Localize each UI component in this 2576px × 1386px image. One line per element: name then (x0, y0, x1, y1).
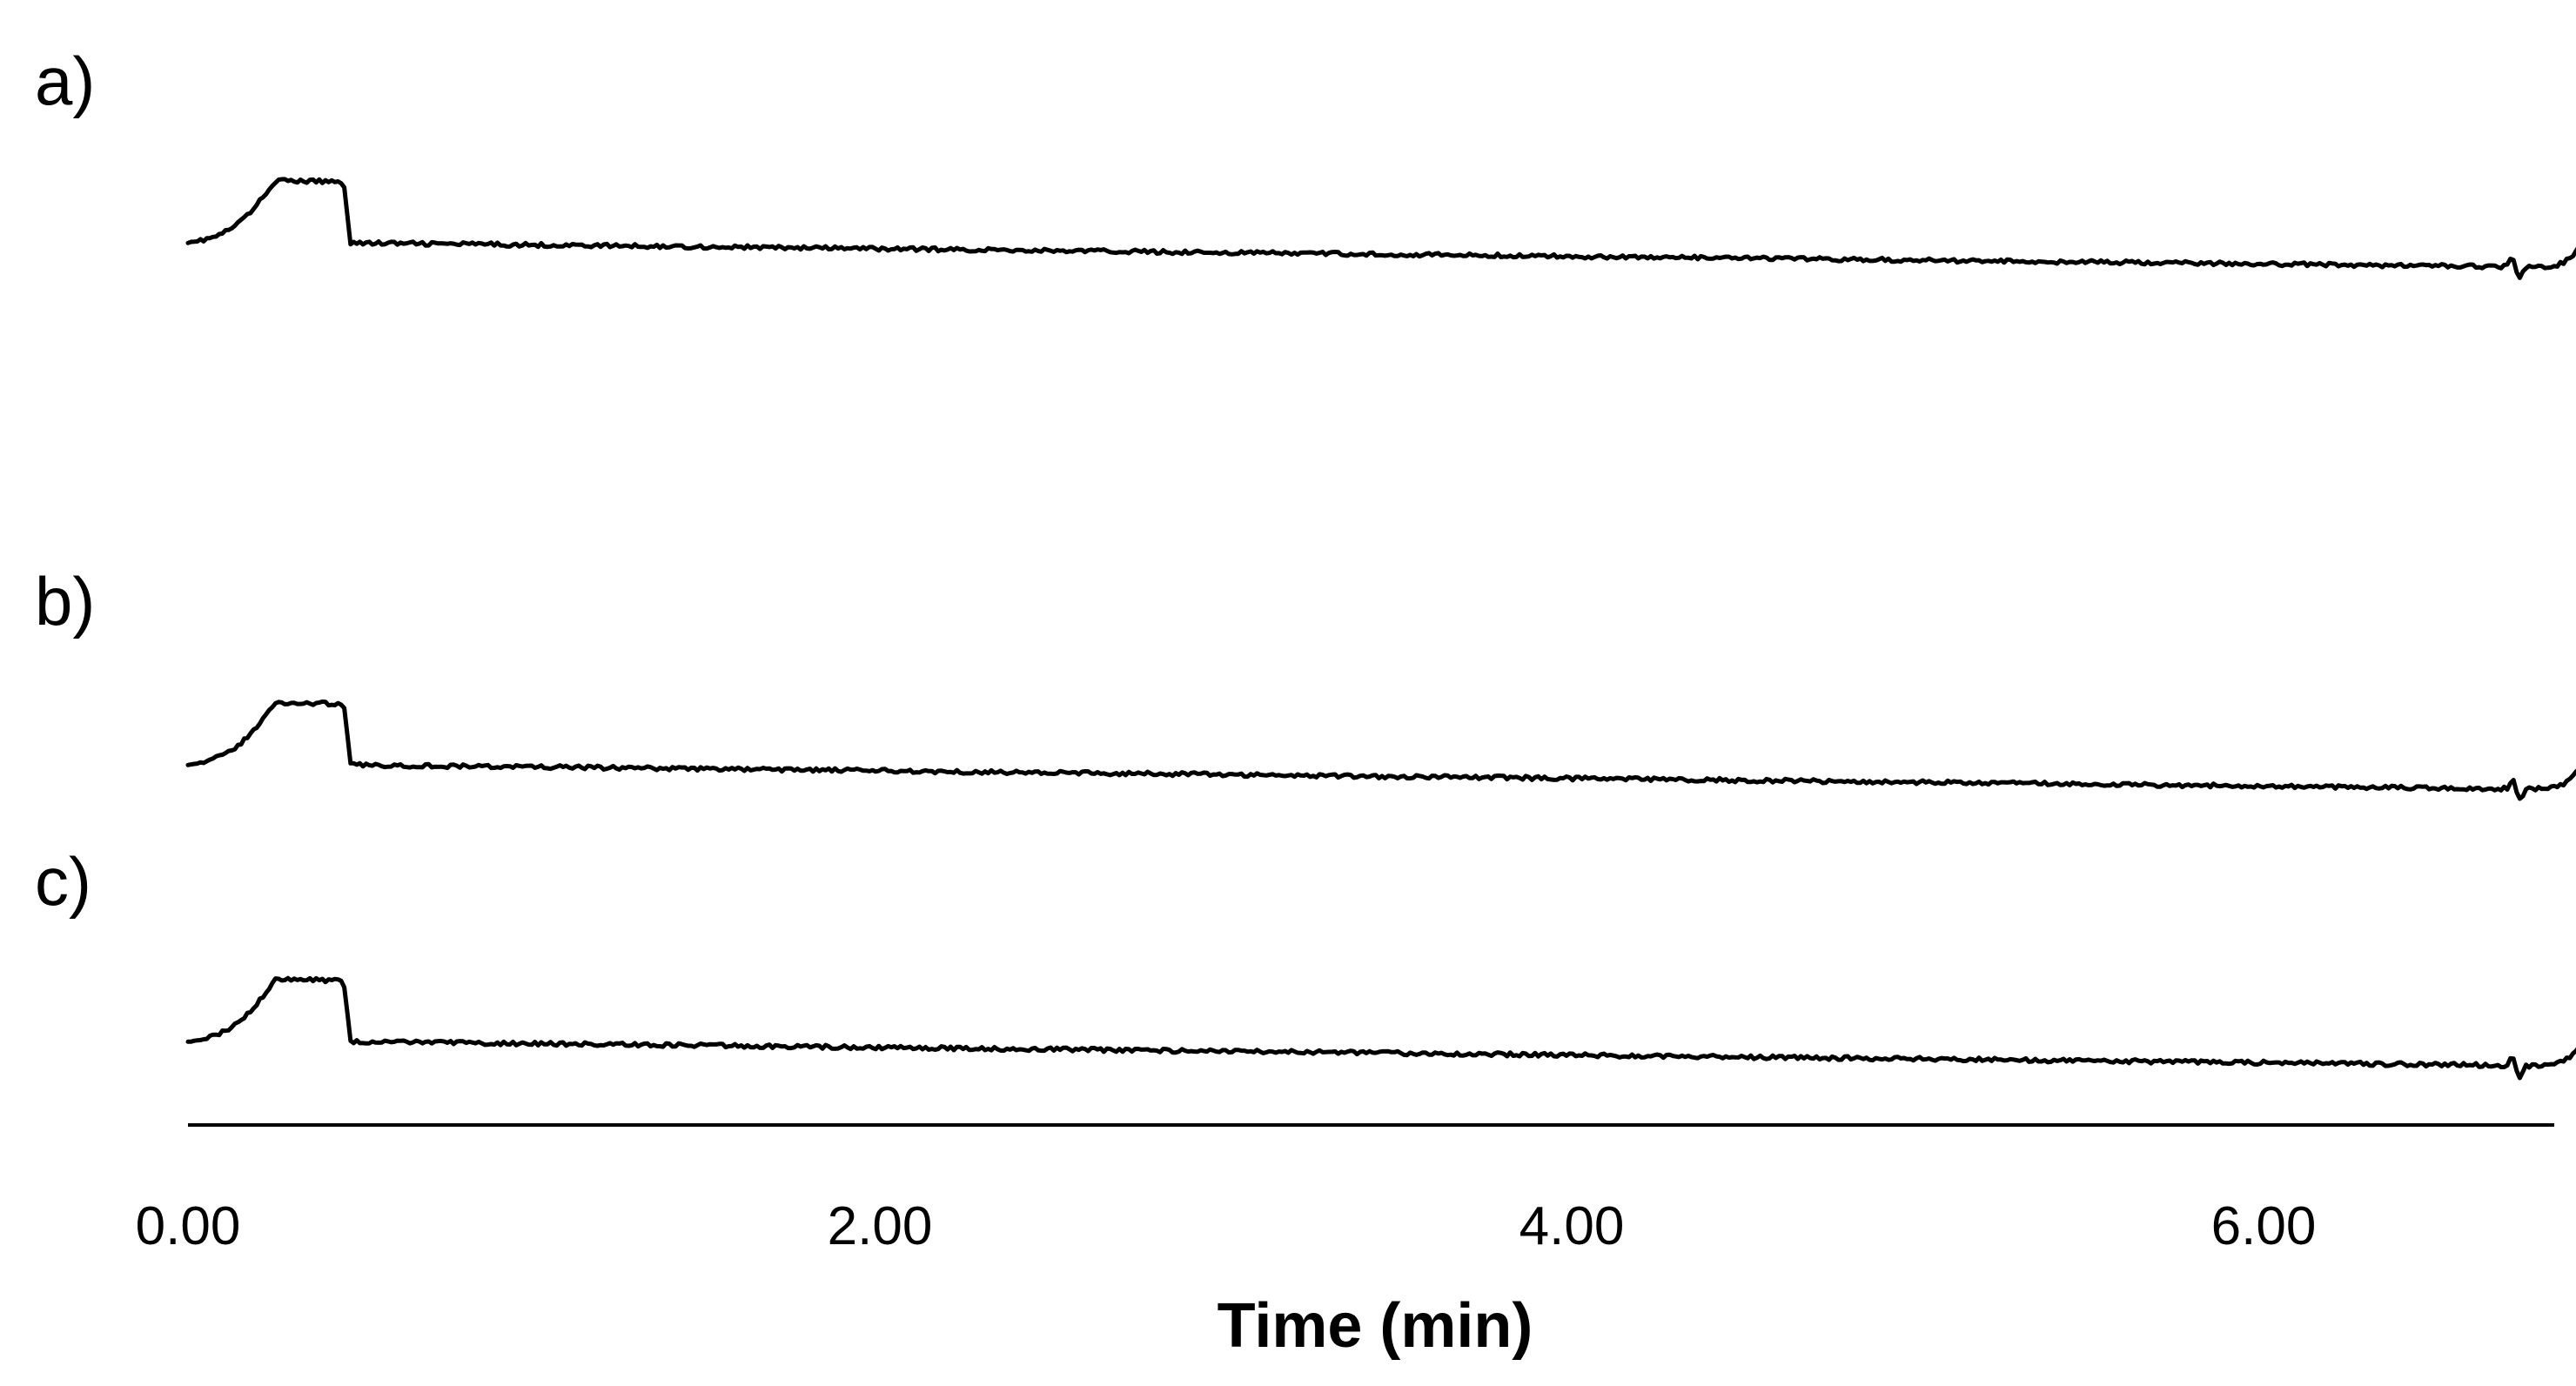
x-tick-labels-group: 0.002.004.006.008.0010.0012.00 (136, 1196, 2317, 1256)
traces-group (185, 177, 2576, 1081)
x-tick-label: 4.00 (1519, 1196, 1625, 1256)
trace-b (185, 699, 2576, 801)
trace-a (185, 177, 2576, 280)
panel-labels-group: a) b) c) (35, 43, 95, 920)
trace-c (185, 975, 2576, 1081)
x-tick-label: 6.00 (2211, 1196, 2317, 1256)
x-tick-label: 0.00 (136, 1196, 241, 1256)
x-tick-label: 2.00 (828, 1196, 933, 1256)
panel-label-b: b) (35, 563, 95, 639)
panel-label-a: a) (35, 43, 95, 119)
panel-label-c: c) (35, 843, 91, 920)
x-axis-title: Time (min) (1218, 1291, 1533, 1361)
